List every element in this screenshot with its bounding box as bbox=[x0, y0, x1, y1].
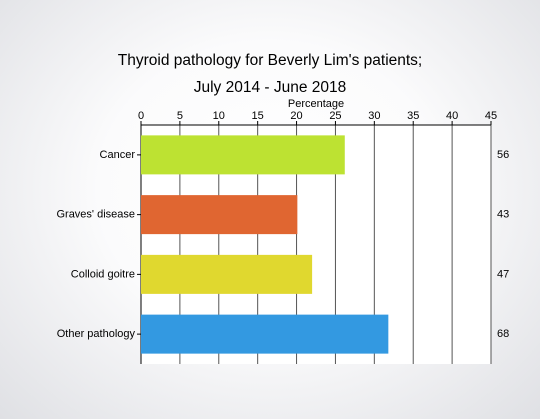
chart-subtitle: July 2014 - June 2018 bbox=[194, 79, 347, 96]
x-tick-label: 5 bbox=[177, 110, 183, 122]
x-tick-label: 35 bbox=[407, 110, 419, 122]
y-tick-label: Other pathology bbox=[57, 328, 136, 340]
x-tick-label: 25 bbox=[329, 110, 341, 122]
chart-title: Thyroid pathology for Beverly Lim's pati… bbox=[118, 52, 423, 69]
y-tick-label: Cancer bbox=[100, 149, 136, 161]
count-label: 56 bbox=[497, 149, 509, 161]
bar bbox=[141, 254, 313, 294]
x-tick-label: 15 bbox=[252, 110, 264, 122]
x-tick-label: 10 bbox=[213, 110, 225, 122]
bar bbox=[141, 195, 298, 235]
x-tick-label: 45 bbox=[485, 110, 497, 122]
x-tick-label: 40 bbox=[446, 110, 458, 122]
x-tick-label: 0 bbox=[138, 110, 144, 122]
bar bbox=[141, 314, 389, 354]
x-axis-label: Percentage bbox=[288, 98, 344, 110]
count-label: 68 bbox=[497, 328, 509, 340]
y-tick-label: Graves' disease bbox=[56, 209, 135, 221]
x-tick-label: 20 bbox=[290, 110, 302, 122]
bar bbox=[141, 135, 345, 175]
count-label: 43 bbox=[497, 209, 509, 221]
count-label: 47 bbox=[497, 268, 509, 280]
y-tick-label: Colloid goitre bbox=[71, 268, 135, 280]
x-tick-label: 30 bbox=[368, 110, 380, 122]
